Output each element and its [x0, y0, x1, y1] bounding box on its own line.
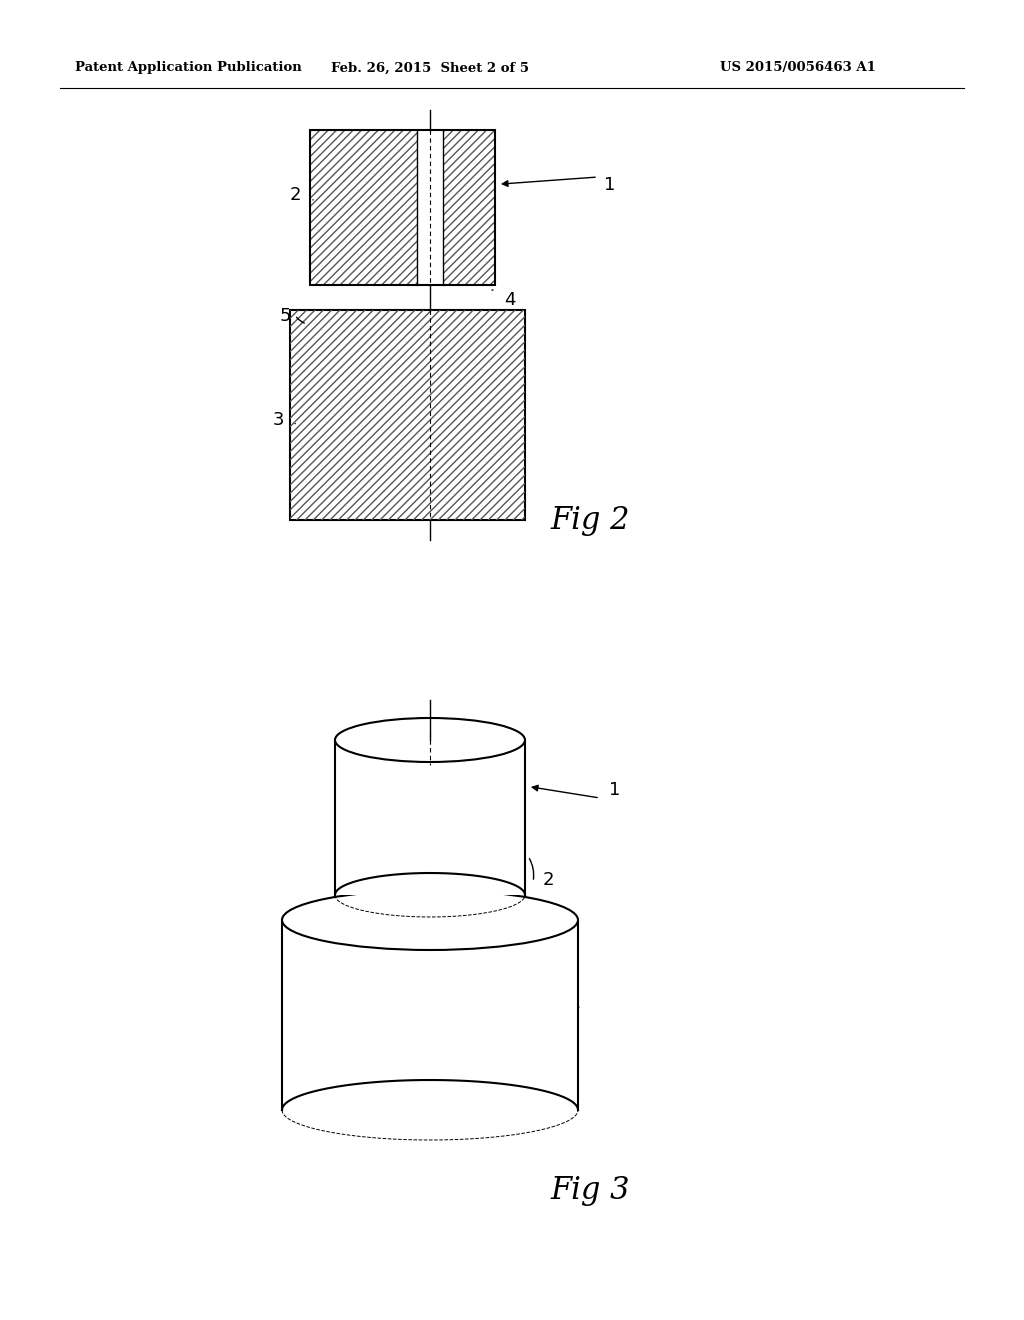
Text: 5: 5	[280, 308, 291, 325]
Text: Patent Application Publication: Patent Application Publication	[75, 62, 302, 74]
Text: 1: 1	[609, 781, 621, 799]
Text: 4: 4	[504, 290, 516, 309]
Bar	[335, 741, 525, 895]
Text: US 2015/0056463 A1: US 2015/0056463 A1	[720, 62, 876, 74]
Text: 2: 2	[543, 871, 554, 888]
Bar	[417, 129, 443, 285]
Bar	[290, 310, 525, 520]
Ellipse shape	[282, 890, 578, 950]
Ellipse shape	[335, 718, 525, 762]
Text: Fig 2: Fig 2	[550, 504, 630, 536]
Text: Fig 3: Fig 3	[550, 1175, 630, 1205]
Bar	[290, 310, 525, 520]
Bar	[443, 129, 495, 285]
Text: 3: 3	[272, 411, 284, 429]
Bar	[282, 920, 578, 1110]
Bar	[310, 129, 495, 285]
Text: 1: 1	[604, 176, 615, 194]
Text: 2: 2	[289, 186, 301, 205]
Text: 3: 3	[543, 1011, 554, 1030]
Text: Feb. 26, 2015  Sheet 2 of 5: Feb. 26, 2015 Sheet 2 of 5	[331, 62, 529, 74]
Bar	[310, 129, 417, 285]
Bar	[310, 129, 495, 285]
